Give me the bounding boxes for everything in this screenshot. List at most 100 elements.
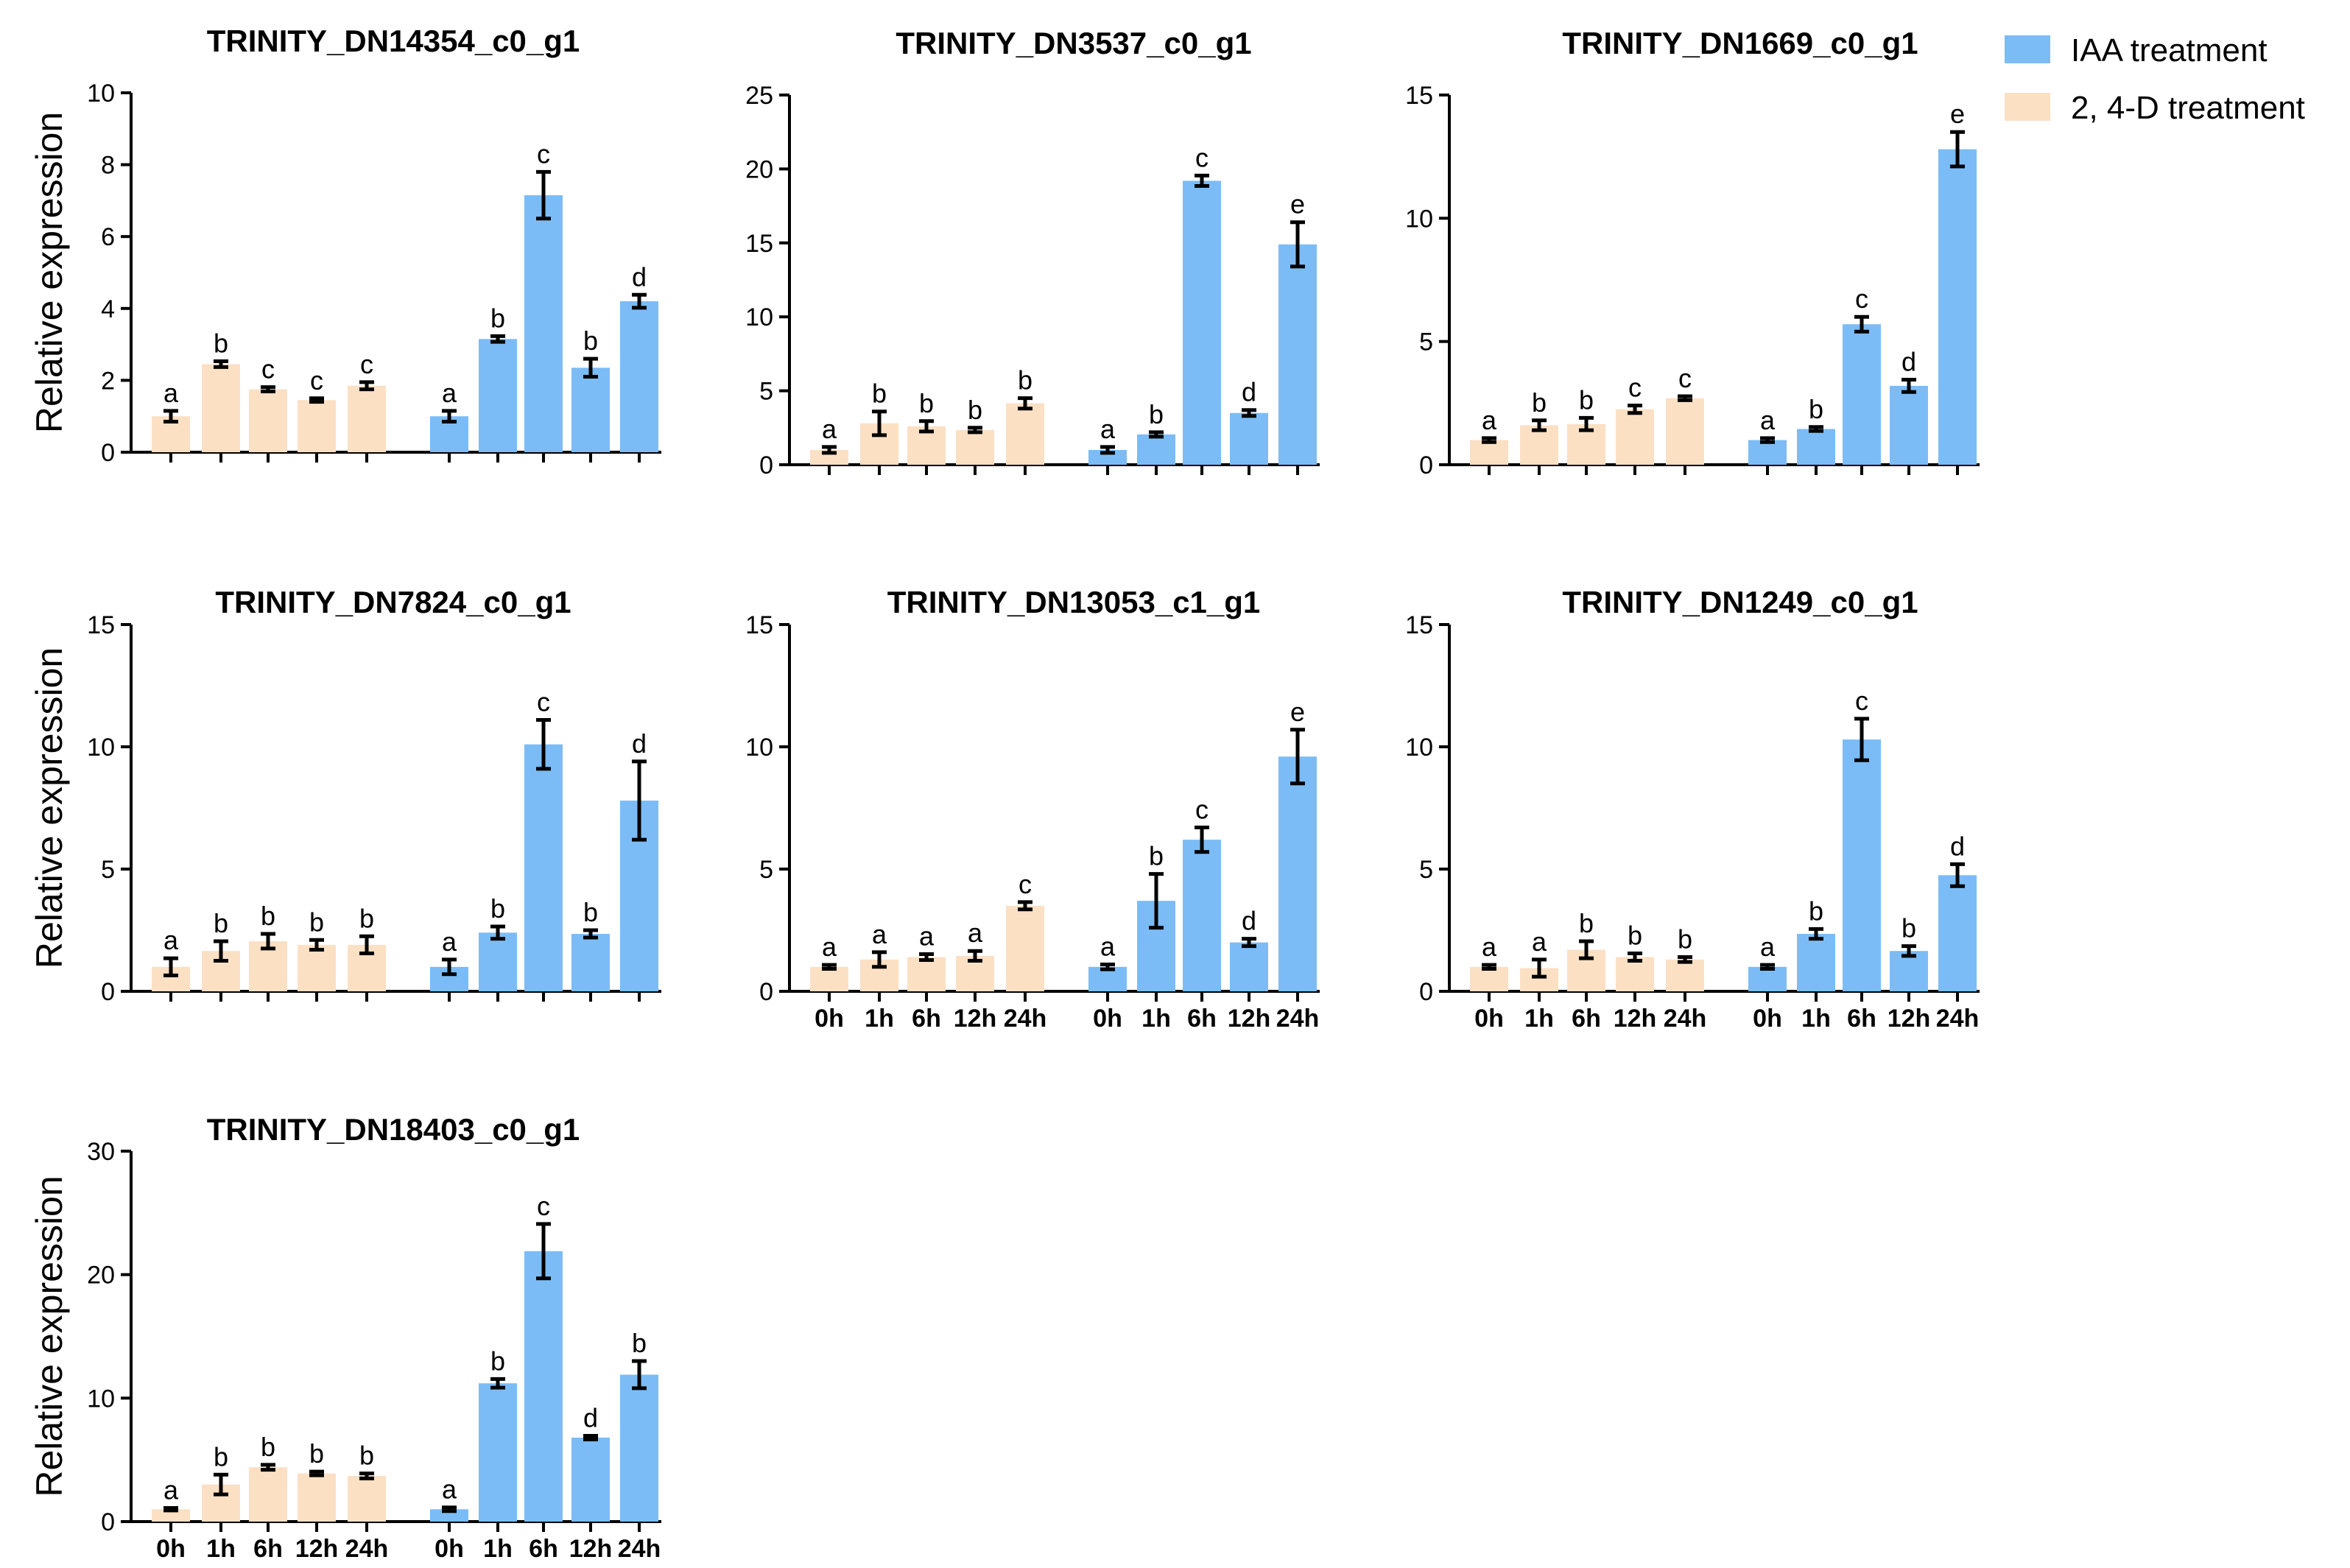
significance-letter: c [537,138,550,169]
y-tick-label: 15 [87,611,115,639]
bar [1470,966,1508,991]
x-tick-label: 1h [483,1535,513,1563]
significance-letter: b [359,903,374,933]
significance-letter: a [1100,931,1116,961]
legend-swatch-24d [2005,93,2050,121]
bar [571,1437,610,1522]
significance-letter: b [309,907,324,937]
x-tick-label: 6h [253,1535,283,1563]
x-tick-label: 0h [815,1005,844,1033]
bar [571,933,610,991]
x-tick-label: 1h [206,1535,236,1563]
y-tick-label: 0 [101,1508,115,1536]
x-tick-label: 24h [1664,1005,1707,1033]
bar [348,1475,386,1522]
y-tick-label: 0 [759,451,773,479]
x-tick-label: 12h [295,1535,339,1563]
significance-letter: b [872,379,887,409]
bar [524,1251,563,1522]
y-tick-label: 20 [87,1262,115,1290]
y-tick-label: 0 [101,978,115,1006]
significance-letter: b [1628,921,1642,951]
significance-letter: a [822,414,837,444]
significance-letter: a [872,919,887,949]
bar [1183,840,1221,991]
bar [571,368,610,452]
x-tick-label: 1h [1141,1005,1171,1033]
significance-letter: e [1290,189,1305,219]
x-tick-label: 12h [1888,1005,1931,1033]
bar [810,966,848,991]
significance-letter: a [1760,405,1776,435]
bar [1666,398,1704,465]
chart-panel: TRINITY_DN13053_c1_g1 0 5 10 15 a 0h a 1h a 6h a 12h… [745,585,1320,1033]
bar [249,389,287,452]
x-tick-label: 6h [529,1535,558,1563]
x-tick-label: 12h [954,1005,997,1033]
bar [620,301,658,452]
y-tick-label: 30 [87,1138,115,1166]
bar [907,957,946,991]
significance-letter: a [1532,927,1547,957]
y-tick-label: 15 [1405,82,1433,110]
significance-letter: d [632,728,647,759]
significance-letter: a [163,1475,179,1505]
significance-letter: b [583,326,598,356]
legend-swatch-iaa [2005,35,2050,63]
y-tick-label: 10 [745,734,773,762]
y-tick-label: 8 [101,152,115,180]
y-tick-label: 10 [87,80,115,108]
y-tick-label: 10 [1405,734,1433,762]
y-tick-label: 0 [759,978,773,1006]
significance-letter: a [1760,932,1776,962]
x-tick-label: 0h [435,1535,464,1563]
significance-letter: e [1290,697,1305,727]
significance-letter: c [1855,686,1868,716]
y-tick-label: 20 [745,155,773,183]
significance-letter: b [1579,908,1594,938]
significance-letter: b [1149,399,1164,429]
bar [1278,244,1317,465]
significance-letter: b [1809,896,1823,926]
significance-letter: b [490,1346,505,1376]
x-tick-label: 6h [1187,1005,1217,1033]
bar [1938,875,1977,991]
x-tick-label: 12h [1614,1005,1657,1033]
significance-letter: c [1628,373,1642,403]
chart-panel: TRINITY_DN14354_c0_g1 Relative expression… [29,24,661,467]
y-tick-label: 0 [101,439,115,467]
y-tick-label: 4 [101,295,115,323]
bar [202,364,240,452]
x-tick-label: 1h [1524,1005,1554,1033]
bar [1843,739,1881,991]
x-tick-label: 6h [1572,1005,1601,1033]
chart-title: TRINITY_DN7824_c0_g1 [215,585,571,619]
significance-letter: c [1195,795,1209,825]
significance-letter: d [1242,377,1256,407]
significance-letter: a [968,918,983,948]
bar [1137,434,1175,465]
x-tick-label: 6h [912,1005,941,1033]
y-tick-label: 15 [1405,611,1433,639]
bar [620,1374,658,1522]
y-tick-label: 2 [101,367,115,395]
significance-letter: c [537,686,550,717]
chart-title: TRINITY_DN18403_c0_g1 [207,1112,580,1147]
bar [1797,429,1835,465]
y-tick-label: 0 [1419,978,1433,1006]
bar [1938,149,1977,465]
chart-panel: TRINITY_DN7824_c0_g1 Relative expression 0… [29,585,661,1006]
significance-letter: a [442,378,457,408]
y-tick-label: 10 [1405,205,1433,233]
significance-letter: b [261,1432,275,1462]
bar [524,744,563,991]
chart-panel: TRINITY_DN3537_c0_g1 0 5 10 15 20 25 a b b b b a b c d e [745,26,1320,479]
significance-letter: b [1678,924,1692,954]
significance-letter: d [632,261,647,292]
chart-title: TRINITY_DN1249_c0_g1 [1562,585,1918,619]
legend-label-24d: 2, 4-D treatment [2071,90,2305,126]
y-tick-label: 15 [745,611,773,639]
legend: IAA treatment 2, 4-D treatment [2005,32,2305,126]
significance-letter: a [822,932,837,962]
